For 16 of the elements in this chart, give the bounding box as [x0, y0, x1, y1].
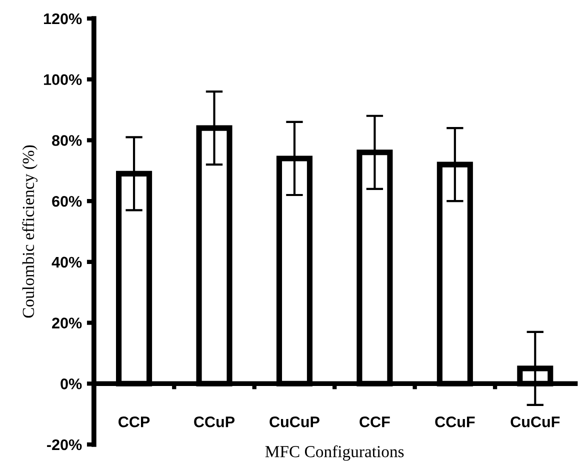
y-tick-label: 120%	[44, 13, 82, 24]
y-tick-label: 100%	[44, 74, 82, 86]
y-tick-label: 60%	[52, 196, 82, 207]
y-tick-label: 0%	[60, 378, 82, 390]
y-tick-label: 20%	[52, 318, 82, 328]
x-axis-title: MFC Configurations	[265, 445, 404, 461]
y-tick-label: 40%	[52, 256, 82, 268]
x-tick-label: CCP	[118, 416, 150, 428]
x-tick-label: CCF	[360, 416, 390, 428]
x-tick-label: CuCuP	[270, 416, 320, 428]
x-tick-label: CuCuF	[510, 416, 560, 428]
y-tick-label: -20%	[47, 439, 82, 450]
y-tick-label: 80%	[52, 135, 82, 146]
x-tick-label: CCuF	[435, 416, 475, 428]
x-tick-label: CCuP	[194, 416, 235, 428]
y-axis-title: Coulombic efficiency (%)	[22, 145, 38, 318]
